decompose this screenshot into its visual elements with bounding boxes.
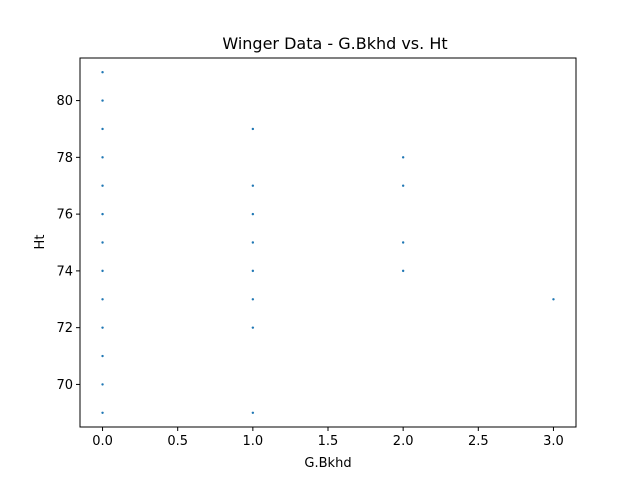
data-point xyxy=(101,127,104,131)
x-axis-ticks: 0.0 0.5 1.0 1.5 2.0 2.5 3.0 xyxy=(92,427,564,449)
data-point xyxy=(251,184,255,187)
y-tick-label: 70 xyxy=(56,378,73,393)
y-tick-label: 78 xyxy=(56,151,73,166)
x-tick-label: 1.0 xyxy=(243,434,264,449)
x-tick-label: 1.5 xyxy=(318,434,339,449)
data-point xyxy=(101,383,104,386)
data-point xyxy=(101,184,104,187)
data-point xyxy=(101,354,104,358)
data-point xyxy=(101,212,104,216)
x-tick-label: 0.5 xyxy=(167,434,188,449)
data-point xyxy=(101,326,104,329)
data-point xyxy=(101,269,104,273)
data-point xyxy=(401,184,405,187)
data-point xyxy=(101,298,104,301)
data-point xyxy=(101,411,104,415)
y-axis-label: Ht xyxy=(33,235,48,250)
y-axis-ticks: 70 72 74 76 78 80 xyxy=(56,94,80,393)
data-point xyxy=(401,269,405,273)
x-tick-label: 2.0 xyxy=(393,434,414,449)
plot-frame xyxy=(79,57,577,428)
data-point xyxy=(101,156,104,159)
data-point xyxy=(251,326,255,329)
data-point xyxy=(251,241,255,244)
y-tick-label: 72 xyxy=(56,321,73,336)
data-point xyxy=(552,298,555,301)
chart-title: Winger Data - G.Bkhd vs. Ht xyxy=(222,34,447,53)
data-point xyxy=(401,241,405,244)
data-point xyxy=(251,269,255,273)
data-point xyxy=(401,156,405,159)
data-point xyxy=(251,411,255,415)
data-point xyxy=(251,212,255,216)
y-tick-label: 76 xyxy=(56,208,73,223)
x-tick-label: 2.5 xyxy=(468,434,489,449)
data-point xyxy=(101,241,104,244)
data-point xyxy=(251,298,255,301)
points-layer xyxy=(101,70,555,415)
x-tick-label: 3.0 xyxy=(543,434,564,449)
data-point xyxy=(251,127,255,131)
y-tick-label: 74 xyxy=(56,264,73,279)
data-point xyxy=(101,99,104,102)
y-tick-label: 80 xyxy=(56,94,73,109)
x-tick-label: 0.0 xyxy=(92,434,113,449)
data-point xyxy=(101,70,104,74)
x-axis-label: G.Bkhd xyxy=(304,456,351,471)
